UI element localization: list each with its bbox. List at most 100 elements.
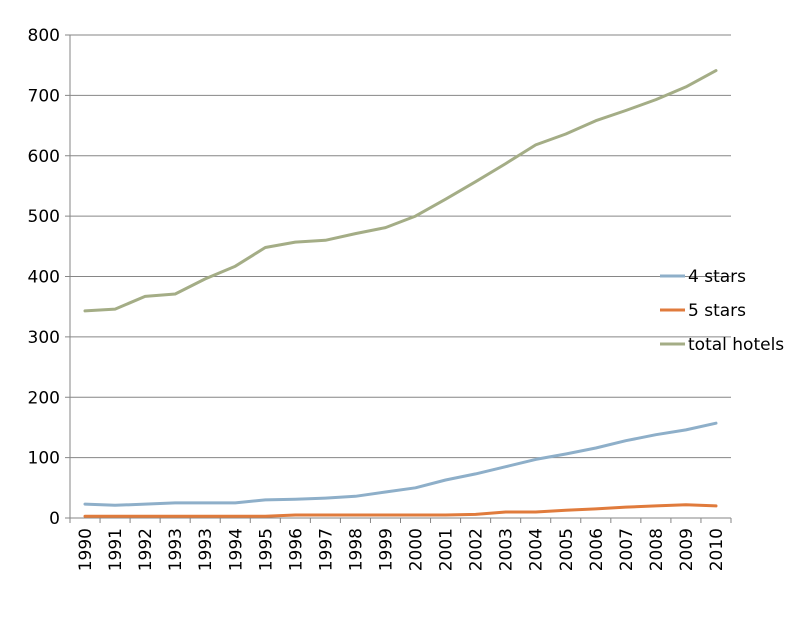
data-point <box>354 513 357 516</box>
x-tick-label: 2008 <box>647 528 667 571</box>
data-point <box>84 503 87 506</box>
data-point <box>324 239 327 242</box>
axes: 0 100 200 300 400 500 600 700 800 1990 1991 1992 199… <box>28 26 732 571</box>
data-point <box>504 162 507 165</box>
x-tick-label: 2003 <box>497 528 517 571</box>
series-line-total-hotels <box>83 69 718 313</box>
x-tick-label: 1994 <box>226 528 246 571</box>
data-point <box>174 515 177 518</box>
data-point <box>114 308 117 311</box>
data-point <box>294 241 297 244</box>
x-tick-label: 2009 <box>677 528 697 571</box>
y-tick-label: 500 <box>28 207 60 227</box>
legend-label: total hotels <box>688 335 784 355</box>
data-point <box>114 504 117 507</box>
data-point <box>474 472 477 475</box>
data-point <box>684 85 687 88</box>
x-tick-label: 1999 <box>376 528 396 571</box>
y-tick-label: 400 <box>28 268 60 288</box>
data-point <box>624 439 627 442</box>
data-point <box>384 491 387 494</box>
data-point <box>234 501 237 504</box>
data-point <box>324 497 327 500</box>
y-tick-label: 300 <box>28 328 60 348</box>
data-point <box>294 498 297 501</box>
legend: 4 stars 5 stars total hotels <box>660 267 784 355</box>
x-tick-label: 2005 <box>557 528 577 571</box>
x-tick-label: 1992 <box>136 528 156 571</box>
x-tick-label: 1996 <box>286 528 306 571</box>
data-point <box>354 232 357 235</box>
data-point <box>684 428 687 431</box>
data-point <box>684 503 687 506</box>
data-point <box>714 504 717 507</box>
data-point <box>144 295 147 298</box>
data-point <box>564 453 567 456</box>
data-point <box>594 446 597 449</box>
data-point <box>504 510 507 513</box>
gridlines <box>70 34 731 459</box>
x-tick-label: 2000 <box>407 528 427 571</box>
x-tick-label: 2007 <box>617 528 637 571</box>
data-point <box>594 507 597 510</box>
data-point <box>414 486 417 489</box>
data-point <box>534 510 537 513</box>
data-point <box>654 98 657 101</box>
data-point <box>84 309 87 312</box>
data-point <box>324 513 327 516</box>
data-point <box>654 504 657 507</box>
data-point <box>504 465 507 468</box>
data-point <box>234 265 237 268</box>
x-tick-label: 1997 <box>316 528 336 571</box>
x-tick-label: 1993 <box>196 528 216 571</box>
data-point <box>264 246 267 249</box>
data-point <box>444 478 447 481</box>
data-point <box>294 513 297 516</box>
x-tick-label: 2002 <box>467 528 487 571</box>
data-point <box>234 515 237 518</box>
y-tick-label: 0 <box>49 509 60 529</box>
data-point <box>354 495 357 498</box>
data-point <box>654 433 657 436</box>
data-point <box>534 458 537 461</box>
series-line-4-stars <box>83 421 718 507</box>
x-tick-label: 2006 <box>587 528 607 571</box>
data-point <box>714 422 717 425</box>
y-tick-label: 800 <box>28 26 60 46</box>
y-tick-label: 200 <box>28 388 60 408</box>
data-point <box>204 515 207 518</box>
data-point <box>594 119 597 122</box>
data-point <box>114 515 117 518</box>
y-tick-label: 700 <box>28 86 60 106</box>
data-point <box>384 513 387 516</box>
data-point <box>174 501 177 504</box>
data-point <box>564 133 567 136</box>
data-point <box>474 180 477 183</box>
data-point <box>84 515 87 518</box>
data-point <box>204 277 207 280</box>
x-tick-label: 1990 <box>76 528 96 571</box>
data-point <box>444 198 447 201</box>
data-point <box>264 498 267 501</box>
legend-label: 5 stars <box>688 301 746 321</box>
data-point <box>144 515 147 518</box>
x-tick-label: 2004 <box>527 528 547 571</box>
series-line-5-stars <box>83 503 718 518</box>
legend-label: 4 stars <box>688 267 746 287</box>
x-tick-label: 2001 <box>437 528 457 571</box>
data-point <box>414 513 417 516</box>
data-point <box>474 513 477 516</box>
data-point <box>534 143 537 146</box>
data-point <box>144 503 147 506</box>
x-tick-label: 1998 <box>346 528 366 571</box>
data-point <box>624 109 627 112</box>
data-point <box>564 509 567 512</box>
data-point <box>714 69 717 72</box>
x-tick-label: 1995 <box>256 528 276 571</box>
data-point <box>384 226 387 229</box>
data-point <box>624 506 627 509</box>
data-point <box>204 501 207 504</box>
x-tick-label: 1993 <box>166 528 186 571</box>
